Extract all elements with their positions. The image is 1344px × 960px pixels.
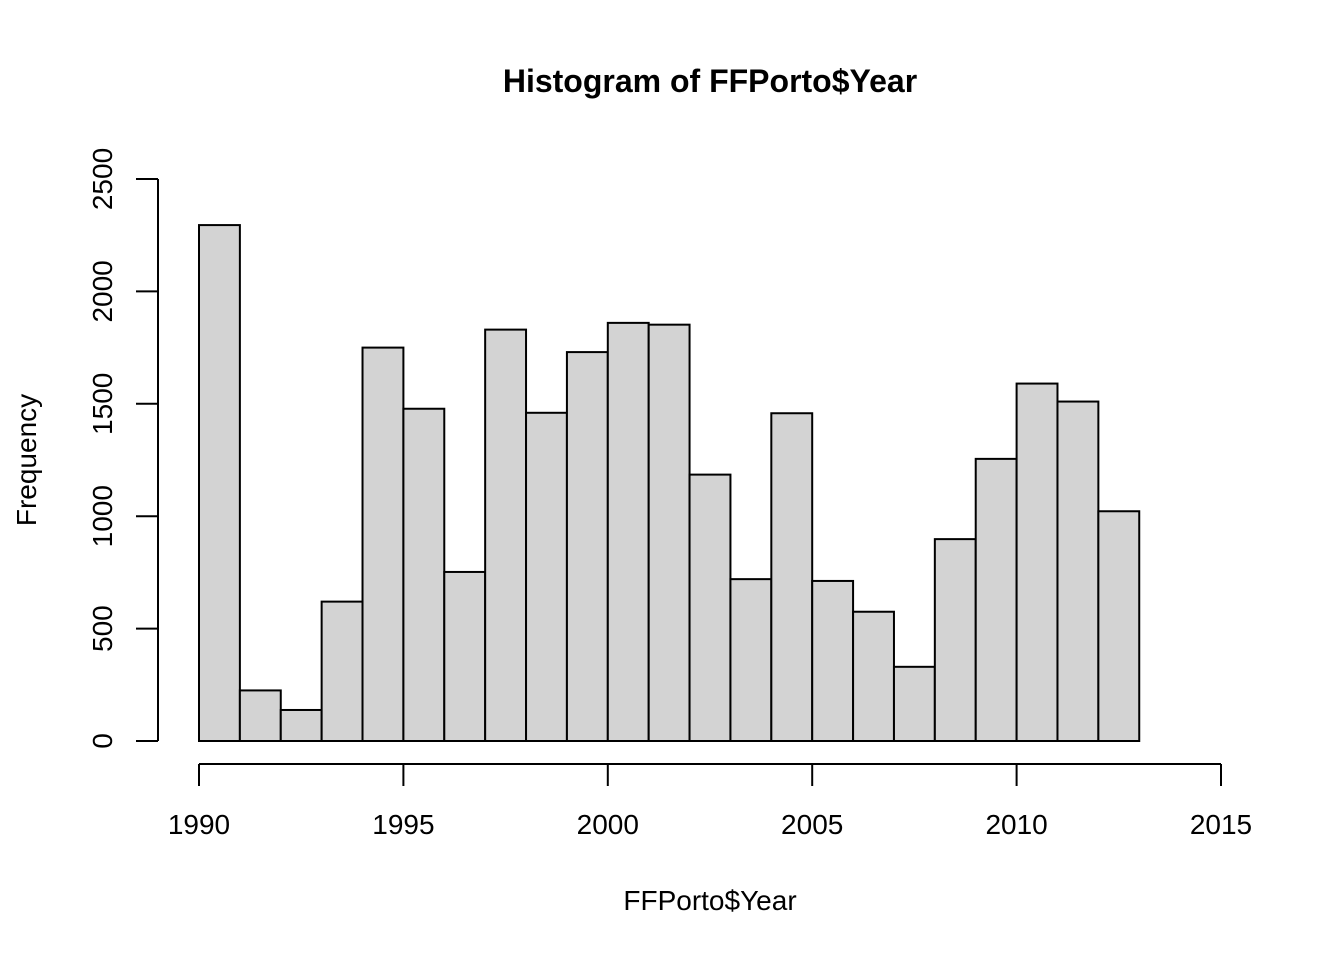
histogram-bar (565, 351, 609, 742)
histogram-bar (484, 328, 528, 742)
histogram-bar (688, 473, 732, 742)
histogram-bar (933, 538, 977, 742)
histogram-bar (443, 570, 487, 742)
y-tick-label: 2000 (87, 260, 118, 322)
histogram-bar (1056, 400, 1100, 742)
histogram-bar (238, 689, 282, 742)
y-axis-label: Frequency (11, 394, 42, 526)
histogram-bar (1015, 382, 1059, 742)
x-tick-label: 1995 (372, 809, 434, 840)
x-tick-label: 1990 (168, 809, 230, 840)
histogram-bar (525, 411, 568, 742)
y-tick-label: 0 (87, 733, 118, 749)
histogram-bar (606, 321, 650, 742)
histogram-bar (198, 224, 241, 743)
histogram-bar (361, 346, 405, 742)
histogram-bar (974, 457, 1018, 742)
histogram-bar (852, 610, 895, 742)
histogram-bar (279, 708, 323, 742)
x-tick-label: 2010 (985, 809, 1047, 840)
y-tick-label: 1500 (87, 373, 118, 435)
bars-group (198, 224, 1141, 743)
histogram-bar (729, 578, 773, 742)
y-tick-label: 1000 (87, 485, 118, 547)
histogram-bar (647, 323, 691, 742)
x-axis-label: FFPorto$Year (623, 885, 796, 916)
histogram-bar (1097, 510, 1141, 742)
x-tick-label: 2000 (577, 809, 639, 840)
y-tick-label: 2500 (87, 148, 118, 210)
x-tick-label: 2005 (781, 809, 843, 840)
histogram-bar (811, 579, 855, 742)
y-tick-label: 500 (87, 605, 118, 652)
chart-title: Histogram of FFPorto$Year (503, 63, 917, 99)
x-axis: 1990 1995 2000 2005 2010 2015 (168, 763, 1252, 840)
histogram-bar (320, 600, 364, 743)
y-axis: 0 500 1000 1500 2000 2500 (87, 148, 159, 749)
histogram-bar (770, 412, 814, 742)
histogram-bar (892, 665, 936, 742)
x-tick-label: 2015 (1190, 809, 1252, 840)
histogram-bar (402, 407, 446, 742)
